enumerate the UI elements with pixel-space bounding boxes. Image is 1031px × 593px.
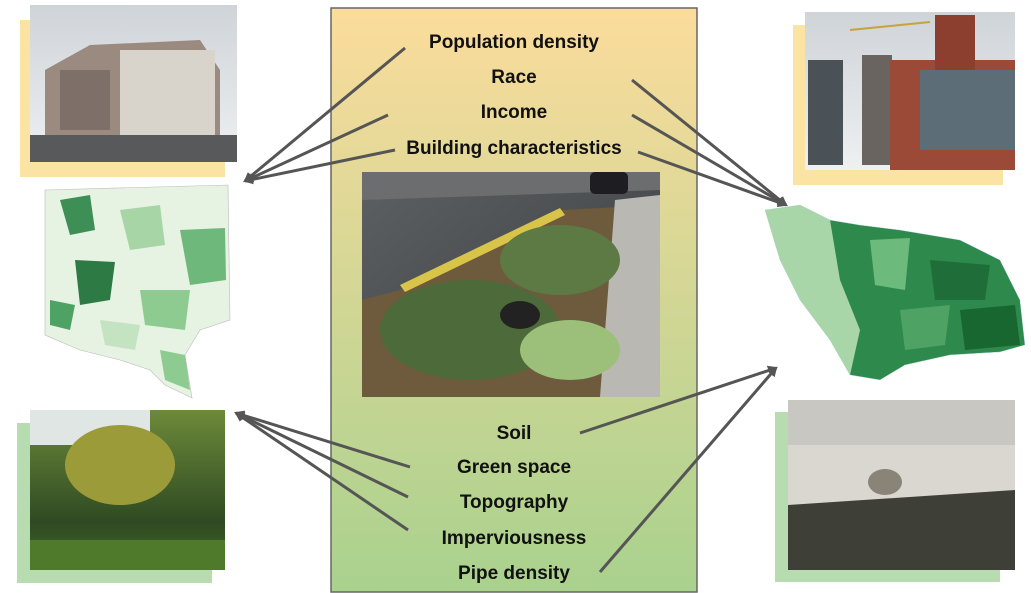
right-map bbox=[765, 205, 1025, 380]
factor-label: Soil bbox=[497, 423, 532, 444]
city-photo bbox=[805, 12, 1015, 170]
factor-label: Population density bbox=[429, 32, 599, 53]
left-map bbox=[45, 185, 230, 398]
factor-label: Pipe density bbox=[458, 563, 570, 584]
factor-label: Imperviousness bbox=[442, 528, 587, 549]
factor-label: Green space bbox=[457, 457, 571, 478]
factor-label: Building characteristics bbox=[406, 138, 621, 159]
diagram: Population density Race Income Building … bbox=[0, 0, 1031, 593]
building-photo bbox=[30, 5, 237, 162]
factor-label: Race bbox=[491, 67, 536, 88]
factor-label: Topography bbox=[460, 492, 569, 513]
forest-photo bbox=[30, 410, 225, 570]
culvert-photo bbox=[788, 400, 1015, 570]
rain-garden-photo bbox=[362, 172, 660, 397]
factor-label: Income bbox=[481, 102, 548, 123]
